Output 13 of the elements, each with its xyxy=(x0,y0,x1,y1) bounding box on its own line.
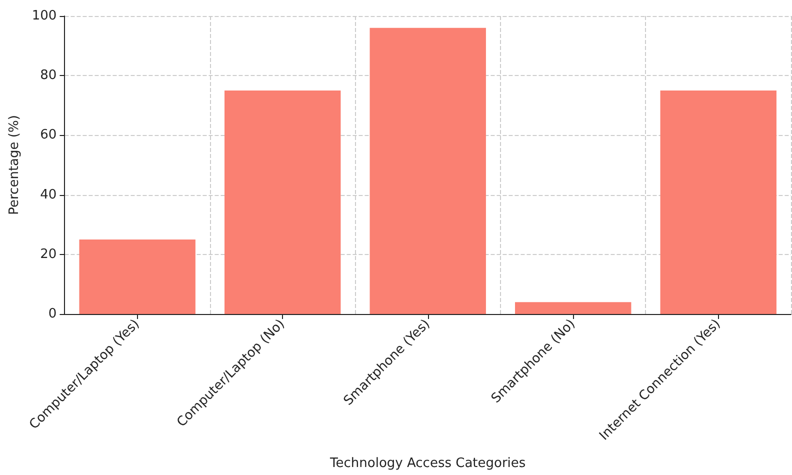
y-tick-label: 100 xyxy=(32,8,57,24)
x-axis-title: Technology Access Categories xyxy=(329,456,526,471)
bar xyxy=(79,240,196,314)
y-axis-title: Percentage (%) xyxy=(7,115,22,215)
y-tick-label: 60 xyxy=(40,128,57,143)
bar xyxy=(660,90,776,314)
y-tick-label: 20 xyxy=(40,246,57,262)
bar xyxy=(370,28,486,314)
bar xyxy=(224,90,341,314)
y-tick-label: 80 xyxy=(40,68,57,84)
y-tick-label: 40 xyxy=(40,187,57,202)
bar xyxy=(515,302,632,314)
y-tick-label: 0 xyxy=(48,306,57,322)
